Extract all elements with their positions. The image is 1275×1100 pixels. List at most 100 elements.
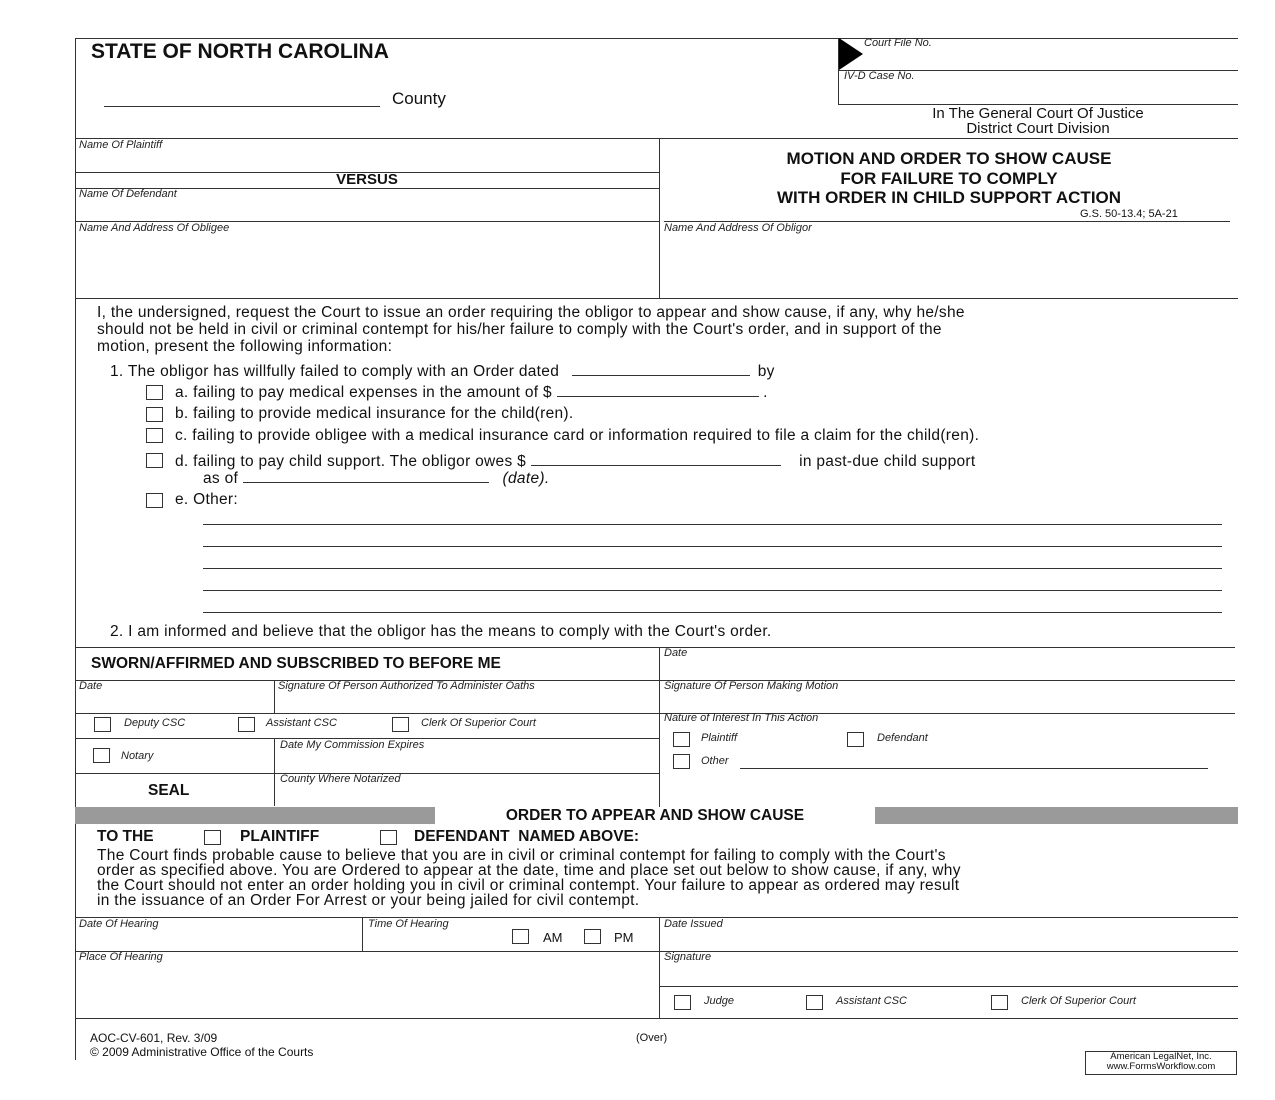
marker-arrow-icon xyxy=(839,38,863,70)
interest-label: Nature of Interest In This Action xyxy=(664,712,819,724)
plaintiff-input[interactable] xyxy=(79,152,654,170)
vendor-line1: American LegalNet, Inc. xyxy=(1110,1051,1212,1062)
item-1-text: 1. The obligor has willfully failed to c… xyxy=(110,363,560,380)
pm-label: PM xyxy=(614,930,634,945)
item-c: c. failing to provide obligee with a med… xyxy=(175,427,980,444)
checkbox-assistant[interactable] xyxy=(238,717,255,732)
other-line[interactable] xyxy=(203,612,1222,613)
assistant-label: Assistant CSC xyxy=(266,717,337,729)
order-p2: order as specified above. You are Ordere… xyxy=(97,862,961,879)
interest-defendant-label: Defendant xyxy=(877,732,928,744)
item-e: e. Other: xyxy=(175,491,239,508)
item-a: a. failing to pay medical expenses in th… xyxy=(175,382,768,402)
item-1: 1. The obligor has willfully failed to c… xyxy=(110,361,775,381)
sig-motion-label: Signature Of Person Making Motion xyxy=(664,680,839,692)
owed-amount-field[interactable] xyxy=(530,451,781,466)
checkbox-am[interactable] xyxy=(512,929,529,944)
order-plaintiff: PLAINTIFF xyxy=(240,828,320,845)
checkbox-interest-other[interactable] xyxy=(673,754,690,769)
form-number: AOC-CV-601, Rev. 3/09 xyxy=(90,1031,218,1045)
checkbox-notary[interactable] xyxy=(93,748,110,763)
am-label: AM xyxy=(543,930,563,945)
checkbox-b[interactable] xyxy=(146,407,163,422)
title-line3: WITH ORDER IN CHILD SUPPORT ACTION xyxy=(776,188,1122,207)
county-notarized-label: County Where Notarized xyxy=(280,773,401,785)
item-a-text: a. failing to pay medical expenses in th… xyxy=(175,384,552,401)
county-field[interactable] xyxy=(104,92,380,107)
interest-other-label: Other xyxy=(701,755,729,767)
item-a-end: . xyxy=(763,384,768,401)
other-interest-field[interactable] xyxy=(740,768,1208,769)
county-label: County xyxy=(392,89,446,108)
sig-admin-label: Signature Of Person Authorized To Admini… xyxy=(278,680,535,692)
checkbox-a[interactable] xyxy=(146,385,163,400)
other-line[interactable] xyxy=(203,590,1222,591)
checkbox-deputy[interactable] xyxy=(94,717,111,732)
checkbox-pm[interactable] xyxy=(584,929,601,944)
court-line1: In The General Court Of Justice xyxy=(932,105,1144,122)
title-line1: MOTION AND ORDER TO SHOW CAUSE xyxy=(786,149,1112,168)
ivd-label: IV-D Case No. xyxy=(844,70,915,82)
checkbox-c[interactable] xyxy=(146,428,163,443)
over-label: (Over) xyxy=(636,1032,668,1044)
time-hearing-label: Time Of Hearing xyxy=(368,918,449,930)
date-hearing-label: Date Of Hearing xyxy=(79,918,159,930)
ivd-input[interactable] xyxy=(844,84,1234,102)
checkbox-order-clerk[interactable] xyxy=(991,995,1008,1010)
judge-label: Judge xyxy=(704,995,734,1007)
intro-line2: should not be held in civil or criminal … xyxy=(97,321,942,338)
item-d-asof: as of (date). xyxy=(203,468,549,488)
checkbox-order-assistant[interactable] xyxy=(806,995,823,1010)
order-date-field[interactable] xyxy=(571,361,750,376)
order-assistant-label: Assistant CSC xyxy=(836,995,907,1007)
item-1-by: by xyxy=(757,363,775,380)
to-the: TO THE xyxy=(97,828,154,845)
sworn-date-label: Date xyxy=(79,680,103,692)
intro-line3: motion, present the following informatio… xyxy=(97,338,393,355)
defendant-input[interactable] xyxy=(79,201,654,219)
place-label: Place Of Hearing xyxy=(79,951,163,963)
item-d-end: in past-due child support xyxy=(799,453,976,470)
clerk-label: Clerk Of Superior Court xyxy=(421,717,536,729)
asof-label: as of xyxy=(203,470,239,487)
order-clerk-label: Clerk Of Superior Court xyxy=(1021,995,1136,1007)
checkbox-e[interactable] xyxy=(146,493,163,508)
other-line[interactable] xyxy=(203,546,1222,547)
checkbox-clerk[interactable] xyxy=(392,717,409,732)
obligor-input[interactable] xyxy=(664,236,1234,294)
item-b: b. failing to provide medical insurance … xyxy=(175,405,574,422)
seal-label: SEAL xyxy=(148,782,190,799)
plaintiff-label: Name Of Plaintiff xyxy=(79,139,163,151)
date-right-label: Date xyxy=(664,647,688,659)
order-title: ORDER TO APPEAR AND SHOW CAUSE xyxy=(505,807,805,824)
other-line[interactable] xyxy=(203,568,1222,569)
obligee-label: Name And Address Of Obligee xyxy=(79,222,230,234)
item-d: d. failing to pay child support. The obl… xyxy=(175,451,976,471)
notary-label: Notary xyxy=(121,750,154,762)
date-hint: (date). xyxy=(502,470,550,487)
order-p1: The Court finds probable cause to believ… xyxy=(97,847,946,864)
checkbox-judge[interactable] xyxy=(674,995,691,1010)
checkbox-order-plaintiff[interactable] xyxy=(204,830,221,845)
asof-date-field[interactable] xyxy=(242,468,489,483)
court-line2: District Court Division xyxy=(966,120,1110,137)
vendor-line2: www.FormsWorkflow.com xyxy=(1106,1061,1216,1072)
checkbox-d[interactable] xyxy=(146,453,163,468)
state-title: STATE OF NORTH CAROLINA xyxy=(91,40,389,63)
deputy-label: Deputy CSC xyxy=(124,717,186,729)
checkbox-interest-plaintiff[interactable] xyxy=(673,732,690,747)
signature-label: Signature xyxy=(664,951,712,963)
obligee-input[interactable] xyxy=(79,236,654,294)
intro-line1: I, the undersigned, request the Court to… xyxy=(97,304,965,321)
item-2: 2. I am informed and believe that the ob… xyxy=(110,623,772,640)
court-file-input[interactable] xyxy=(864,50,1234,68)
copyright: © 2009 Administrative Office of the Cour… xyxy=(90,1045,314,1059)
checkbox-interest-defendant[interactable] xyxy=(847,732,864,747)
sworn-title: SWORN/AFFIRMED AND SUBSCRIBED TO BEFORE … xyxy=(91,655,501,672)
checkbox-order-defendant[interactable] xyxy=(380,830,397,845)
vendor-box: American LegalNet, Inc. www.FormsWorkflo… xyxy=(1085,1051,1237,1075)
medical-amount-field[interactable] xyxy=(556,382,759,397)
court-file-label: Court File No. xyxy=(864,37,932,49)
other-line[interactable] xyxy=(203,524,1222,525)
